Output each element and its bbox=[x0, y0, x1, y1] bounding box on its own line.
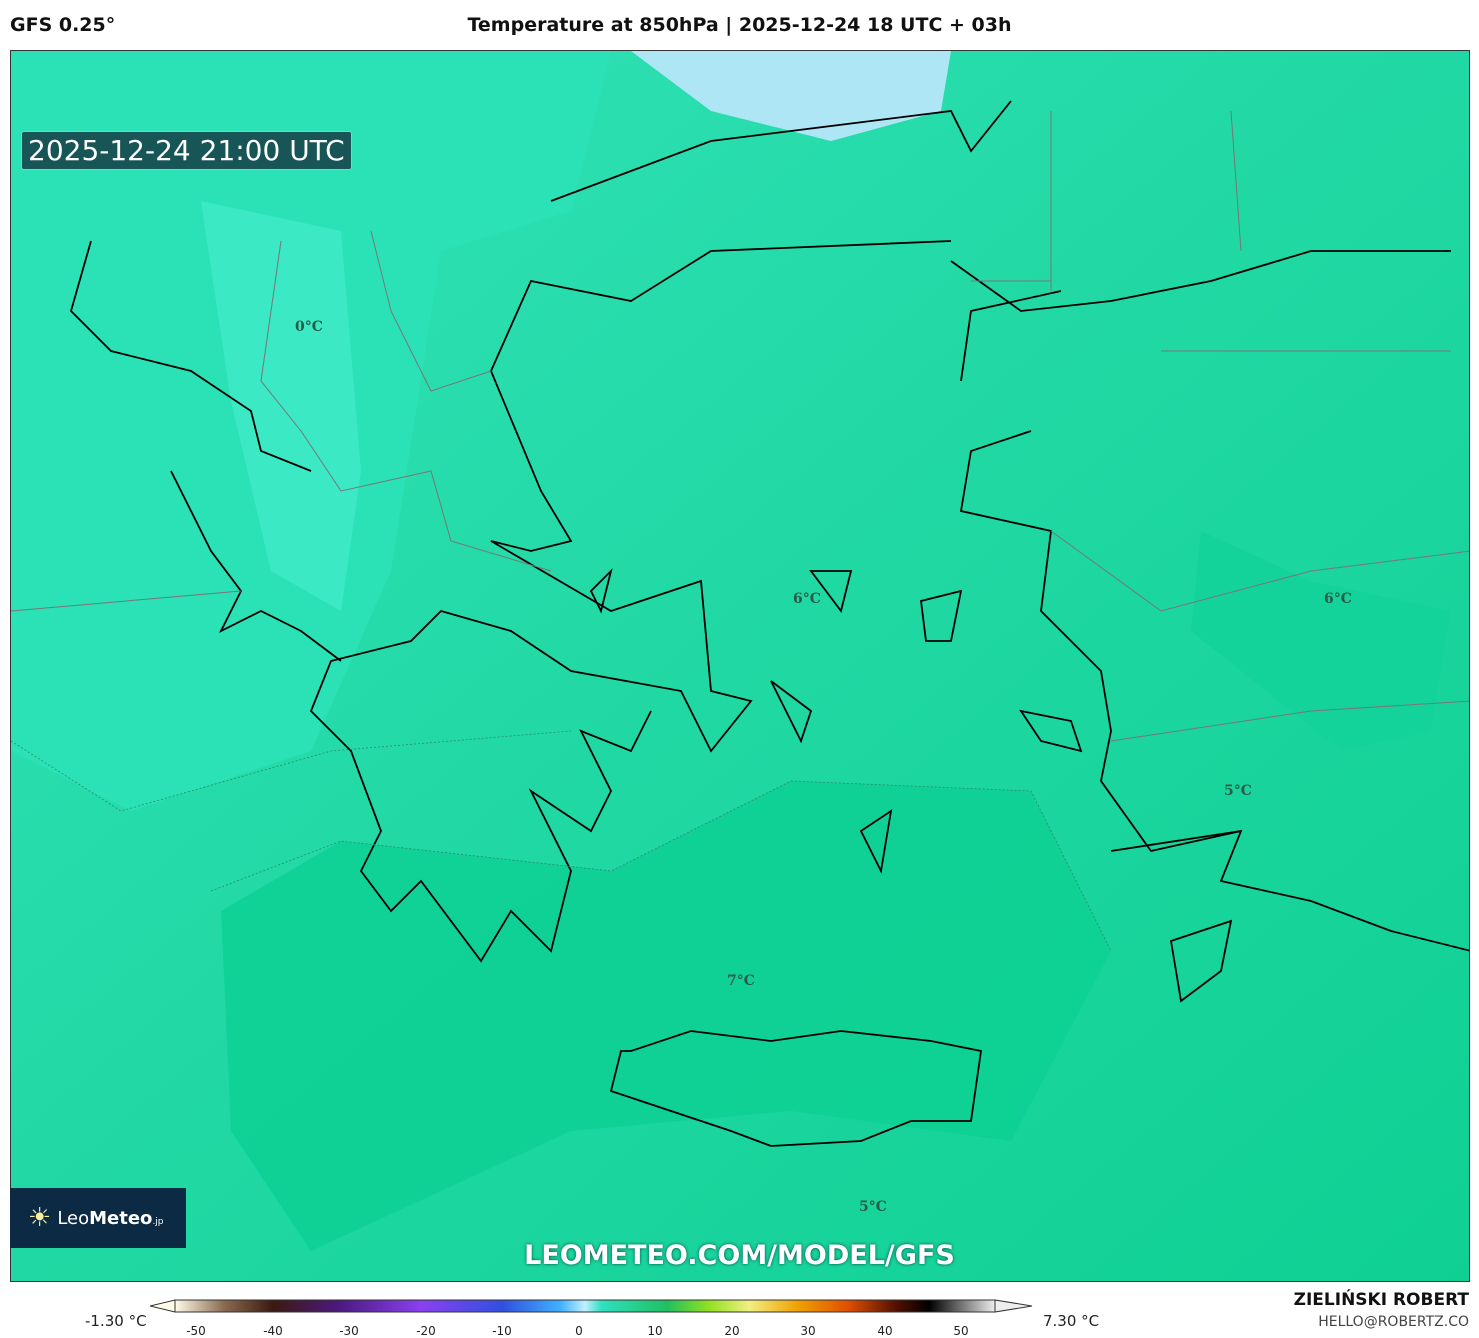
colorbar-tick: -20 bbox=[416, 1324, 436, 1338]
contour-label: 6°C bbox=[1324, 591, 1352, 607]
author-email: HELLO@ROBERTZ.CO bbox=[1318, 1314, 1469, 1330]
coastline bbox=[69, 100, 1469, 1147]
valid-time-badge: 2025-12-24 21:00 UTC bbox=[21, 131, 352, 170]
colorbar-tick: 0 bbox=[575, 1324, 583, 1338]
watermark-url: LEOMETEO.COM/MODEL/GFS bbox=[524, 1240, 955, 1271]
frost-zone bbox=[631, 51, 951, 141]
colorbar-tick: -40 bbox=[263, 1324, 283, 1338]
colorbar-tick: 10 bbox=[647, 1324, 663, 1338]
colorbar-max-label: 7.30 °C bbox=[1043, 1312, 1100, 1330]
colorbar-tick: 20 bbox=[724, 1324, 740, 1338]
colorbar-tick: 30 bbox=[800, 1324, 816, 1338]
colorbar-tick: 50 bbox=[953, 1324, 969, 1338]
logo-suffix: .jp bbox=[152, 1216, 164, 1227]
colorbar-min-label: -1.30 °C bbox=[85, 1312, 147, 1330]
contour-label: 5°C bbox=[1224, 783, 1252, 799]
contour-label: 5°C bbox=[859, 1199, 887, 1215]
colorbar-tick: -50 bbox=[186, 1324, 206, 1338]
leometeo-logo: ☀ LeoMeteo.jp bbox=[10, 1188, 186, 1248]
author-name: ZIELIŃSKI ROBERT bbox=[1293, 1290, 1469, 1310]
colorbar-tick: -10 bbox=[492, 1324, 512, 1338]
contour-label: 7°C bbox=[727, 973, 755, 989]
sun-icon: ☀ bbox=[28, 1203, 52, 1233]
logo-text-bold: Meteo bbox=[89, 1207, 153, 1229]
logo-text: Leo bbox=[57, 1207, 90, 1229]
contour-label: 6°C bbox=[793, 591, 821, 607]
isotherms bbox=[11, 730, 1112, 952]
rhodes bbox=[1169, 919, 1233, 1003]
colorbar-tick: 40 bbox=[877, 1324, 893, 1338]
temperature-map: 2025-12-24 21:00 UTC 0°C 6°C 6°C 5°C 7°C… bbox=[10, 50, 1470, 1282]
borders bbox=[11, 110, 1469, 742]
model-name: GFS 0.25° bbox=[10, 14, 116, 36]
chart-title: Temperature at 850hPa | 2025-12-24 18 UT… bbox=[467, 14, 1012, 36]
crete bbox=[609, 1030, 983, 1147]
colorbar bbox=[150, 1299, 1033, 1313]
warm-zone bbox=[221, 781, 1111, 1251]
contour-label: 0°C bbox=[295, 319, 323, 335]
map-canvas bbox=[11, 51, 1469, 1281]
colorbar-tick: -30 bbox=[339, 1324, 359, 1338]
